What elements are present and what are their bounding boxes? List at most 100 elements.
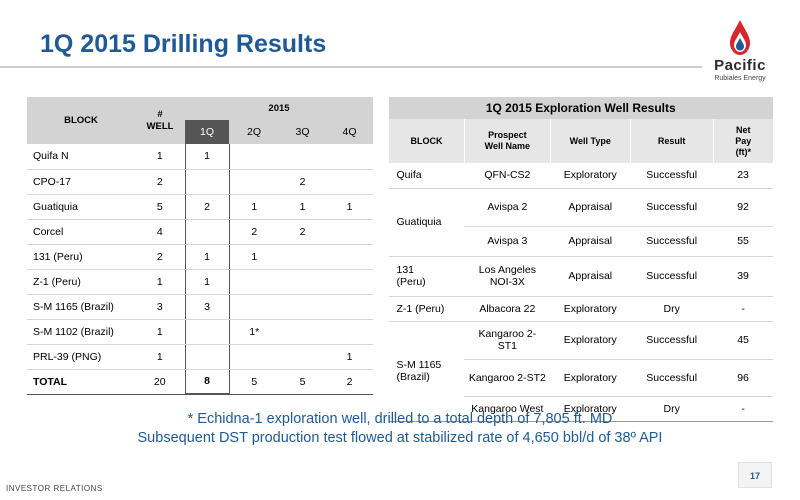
well-result: Successful <box>630 321 714 360</box>
well-name: Avispa 3 <box>464 226 551 257</box>
q4-value: 1 <box>326 194 373 220</box>
logo-subtitle: Rubiales Energy <box>714 75 766 82</box>
footnote: * Echidna-1 exploration well, drilled to… <box>0 410 800 448</box>
well-result: Successful <box>630 256 714 297</box>
well-type: Exploratory <box>550 396 631 422</box>
header-prospect: Prospect Well Name <box>463 119 551 163</box>
footnote-line-2: Subsequent DST production test flowed at… <box>137 430 663 446</box>
net-pay: 96 <box>713 359 773 397</box>
table-row: Corcel 4 2 2 <box>27 219 373 245</box>
well-type: Exploratory <box>550 296 631 322</box>
well-type: Exploratory <box>550 359 631 397</box>
q2-value: 1 <box>229 194 279 220</box>
well-name: QFN-CS2 <box>464 163 551 189</box>
net-pay: 39 <box>713 256 773 297</box>
table-row: PRL-39 (PNG) 1 1 <box>27 344 373 370</box>
exploration-results-table: 1Q 2015 Exploration Well Results BLOCK P… <box>388 97 773 422</box>
well-count: 2 <box>135 244 185 270</box>
block-name: Z-1 (Peru) <box>388 296 465 322</box>
q3-value <box>279 344 326 370</box>
block-name: S-M 1102 (Brazil) <box>27 319 135 345</box>
q1-value: 3 <box>184 294 230 320</box>
q1-value: 2 <box>184 194 230 220</box>
block-name: 131 (Peru) <box>388 256 465 297</box>
q4-value: 1 <box>326 344 373 370</box>
company-logo: Pacific Rubiales Energy <box>700 18 780 90</box>
q3-value: 2 <box>279 169 326 195</box>
footnote-line-1: * Echidna-1 exploration well, drilled to… <box>187 411 613 427</box>
block-name: Z-1 (Peru) <box>27 269 135 295</box>
table-row: 131 (Peru) Los Angeles NOI-3X Appraisal … <box>388 256 773 297</box>
total-row: TOTAL 20 8 5 5 2 <box>27 368 373 395</box>
well-count: 3 <box>135 294 185 320</box>
well-name: Kangaroo 2- ST1 <box>464 321 551 360</box>
total-q4: 2 <box>326 368 373 395</box>
block-name: Guatiquia <box>388 188 465 257</box>
q4-value <box>326 169 373 195</box>
title-divider <box>0 66 702 68</box>
well-type: Appraisal <box>550 188 631 227</box>
table-row: Kangaroo West Exploratory Dry - <box>389 396 773 422</box>
q3-value <box>279 294 326 320</box>
well-name: Los Angeles NOI-3X <box>464 256 551 297</box>
logo-wordmark: Pacific <box>714 57 766 74</box>
header-result: Result <box>629 119 714 163</box>
q1-value: 1 <box>184 269 230 295</box>
q3-value: 1 <box>279 194 326 220</box>
q4-value <box>326 244 373 270</box>
header-quarter-3q: 3Q <box>279 120 326 144</box>
well-type: Appraisal <box>550 256 631 297</box>
header-quarter-4q: 4Q <box>326 120 373 144</box>
table-row: Z-1 (Peru) Albacora 22 Exploratory Dry - <box>388 296 773 322</box>
table-row: Guatiquia Avispa 2 Appraisal Successful … <box>388 188 773 257</box>
q3-value <box>279 144 326 170</box>
table-row: S-M 1165 (Brazil) 3 3 <box>27 294 373 320</box>
well-count: 5 <box>135 194 185 220</box>
well-type: Exploratory <box>550 163 631 189</box>
q1-value <box>184 169 230 195</box>
q3-value <box>279 319 326 345</box>
total-label: TOTAL <box>27 368 135 395</box>
block-name: Guatiquia <box>27 194 135 220</box>
q2-value <box>229 144 279 170</box>
table-row: CPO-17 2 2 <box>27 169 373 195</box>
net-pay: - <box>713 396 773 422</box>
q1-value <box>184 319 230 345</box>
block-name: Quifa N <box>27 144 135 170</box>
table-row: Quifa N 1 1 <box>27 144 373 170</box>
q1-value <box>184 344 230 370</box>
well-count: 1 <box>135 344 185 370</box>
table-row: Quifa QFN-CS2 Exploratory Successful 23 <box>388 163 773 189</box>
header-well-type: Well Type <box>549 119 631 163</box>
q2-value <box>229 169 279 195</box>
q3-value <box>279 244 326 270</box>
header-quarter-2q: 2Q <box>229 120 279 144</box>
table-row: 131 (Peru) 2 1 1 <box>27 244 373 270</box>
q4-value <box>326 294 373 320</box>
slide-title: 1Q 2015 Drilling Results <box>40 30 327 58</box>
well-name: Kangaroo 2-ST2 <box>464 359 551 397</box>
page-number: 17 <box>738 462 772 488</box>
table-row: Guatiquia 5 2 1 1 1 <box>27 194 373 220</box>
total-q3: 5 <box>279 368 326 395</box>
net-pay: 92 <box>713 188 773 227</box>
q2-value <box>229 344 279 370</box>
total-q2: 5 <box>229 368 279 395</box>
q4-value <box>326 144 373 170</box>
net-pay: - <box>713 296 773 322</box>
well-count: 2 <box>135 169 185 195</box>
exploration-table-title: 1Q 2015 Exploration Well Results <box>388 97 773 119</box>
q1-value <box>184 219 230 245</box>
block-name: CPO-17 <box>27 169 135 195</box>
block-name: S-M 1165 (Brazil) <box>388 321 465 422</box>
well-result: Successful <box>630 226 714 257</box>
well-count: 1 <box>135 144 185 170</box>
q3-value <box>279 269 326 295</box>
net-pay: 55 <box>713 226 773 257</box>
table-row: S-M 1102 (Brazil) 1 1* <box>27 319 373 345</box>
total-wells: 20 <box>135 368 185 395</box>
header-year: 2015 <box>185 97 373 120</box>
well-name: Kangaroo West <box>464 396 551 422</box>
q2-value: 2 <box>229 219 279 245</box>
well-count: 1 <box>135 269 185 295</box>
